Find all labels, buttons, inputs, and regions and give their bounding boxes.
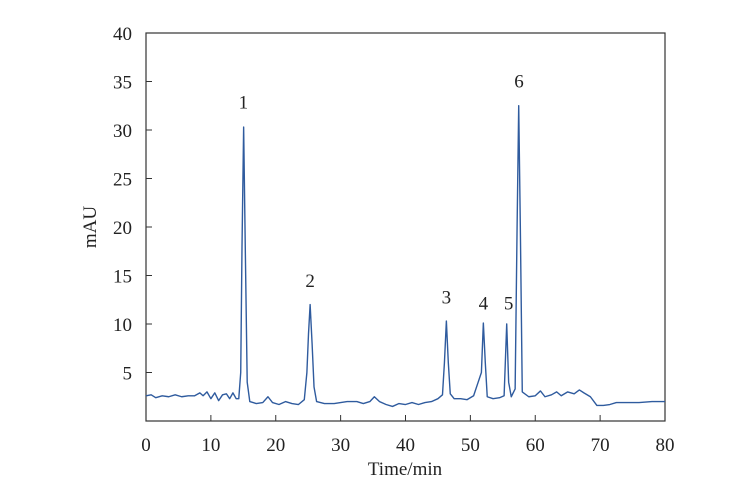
peak-label-5: 5 <box>504 293 514 314</box>
y-tick-label: 30 <box>113 121 132 142</box>
peak-label-3: 3 <box>442 288 452 309</box>
y-tick-label: 5 <box>123 364 133 385</box>
x-tick-label: 10 <box>201 435 220 456</box>
x-axis-title: Time/min <box>368 459 443 480</box>
y-tick-label: 25 <box>113 170 132 191</box>
peak-label-2: 2 <box>305 271 315 292</box>
plot-frame <box>145 32 666 422</box>
peak-label-6: 6 <box>514 71 524 92</box>
x-tick-label: 20 <box>266 435 285 456</box>
y-axis-ticks: 5 10 15 20 25 30 35 40 <box>113 24 152 385</box>
x-tick-label: 80 <box>656 435 675 456</box>
y-tick-label: 40 <box>113 24 132 45</box>
x-tick-label: 40 <box>396 435 415 456</box>
y-tick-label: 15 <box>113 267 132 288</box>
peak-label-1: 1 <box>239 93 249 114</box>
x-tick-label: 60 <box>526 435 545 456</box>
x-tick-label: 0 <box>141 435 151 456</box>
x-tick-label: 30 <box>331 435 350 456</box>
y-tick-label: 20 <box>113 218 132 239</box>
x-tick-label: 50 <box>461 435 480 456</box>
y-tick-label: 35 <box>113 73 132 94</box>
x-tick-label: 70 <box>591 435 610 456</box>
x-axis-ticks: 0 10 20 30 40 50 60 70 80 <box>141 415 675 456</box>
y-axis-title: mAU <box>80 206 101 249</box>
peak-label-4: 4 <box>479 293 489 314</box>
peak-labels: 1 2 3 4 5 6 <box>239 71 524 314</box>
y-tick-label: 10 <box>113 315 132 336</box>
series-line <box>145 105 665 408</box>
